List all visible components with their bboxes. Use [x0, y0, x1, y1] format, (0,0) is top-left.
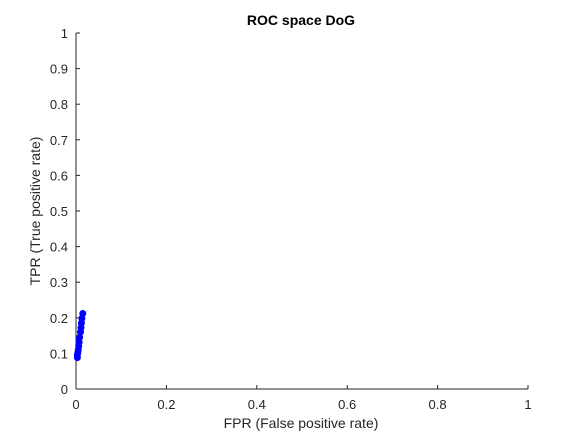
- x-tick-label: 0.6: [338, 397, 356, 412]
- x-tick-label: 0.4: [248, 397, 266, 412]
- y-tick-label: 0.7: [50, 133, 68, 148]
- y-tick-label: 0.6: [50, 168, 68, 183]
- chart-title: ROC space DoG: [247, 12, 355, 28]
- y-tick-label: 0.1: [50, 346, 68, 361]
- x-tick-label: 0: [72, 397, 79, 412]
- x-axis: 0 0.2 0.4 0.6 0.8 1: [72, 385, 532, 412]
- data-points: [73, 310, 87, 362]
- y-tick-label: 0.5: [50, 204, 68, 219]
- y-tick-label: 0.2: [50, 311, 68, 326]
- y-axis-label: TPR (True positive rate): [27, 137, 43, 286]
- y-tick-label: 0: [61, 382, 68, 397]
- y-axis: 0 0.1 0.2 0.3 0.4 0.5 0.6 0.7 0.8 0.9 1: [50, 26, 80, 397]
- plot-area: [75, 33, 528, 390]
- y-tick-label: 0.3: [50, 275, 68, 290]
- x-tick-label: 1: [524, 397, 531, 412]
- y-tick-label: 1: [61, 26, 68, 41]
- data-point: [79, 310, 87, 318]
- y-tick-label: 0.8: [50, 97, 68, 112]
- x-tick-label: 0.2: [157, 397, 175, 412]
- y-tick-label: 0.9: [50, 62, 68, 77]
- x-axis-label: FPR (False positive rate): [224, 415, 379, 431]
- y-tick-label: 0.4: [50, 240, 68, 255]
- x-tick-label: 0.8: [429, 397, 447, 412]
